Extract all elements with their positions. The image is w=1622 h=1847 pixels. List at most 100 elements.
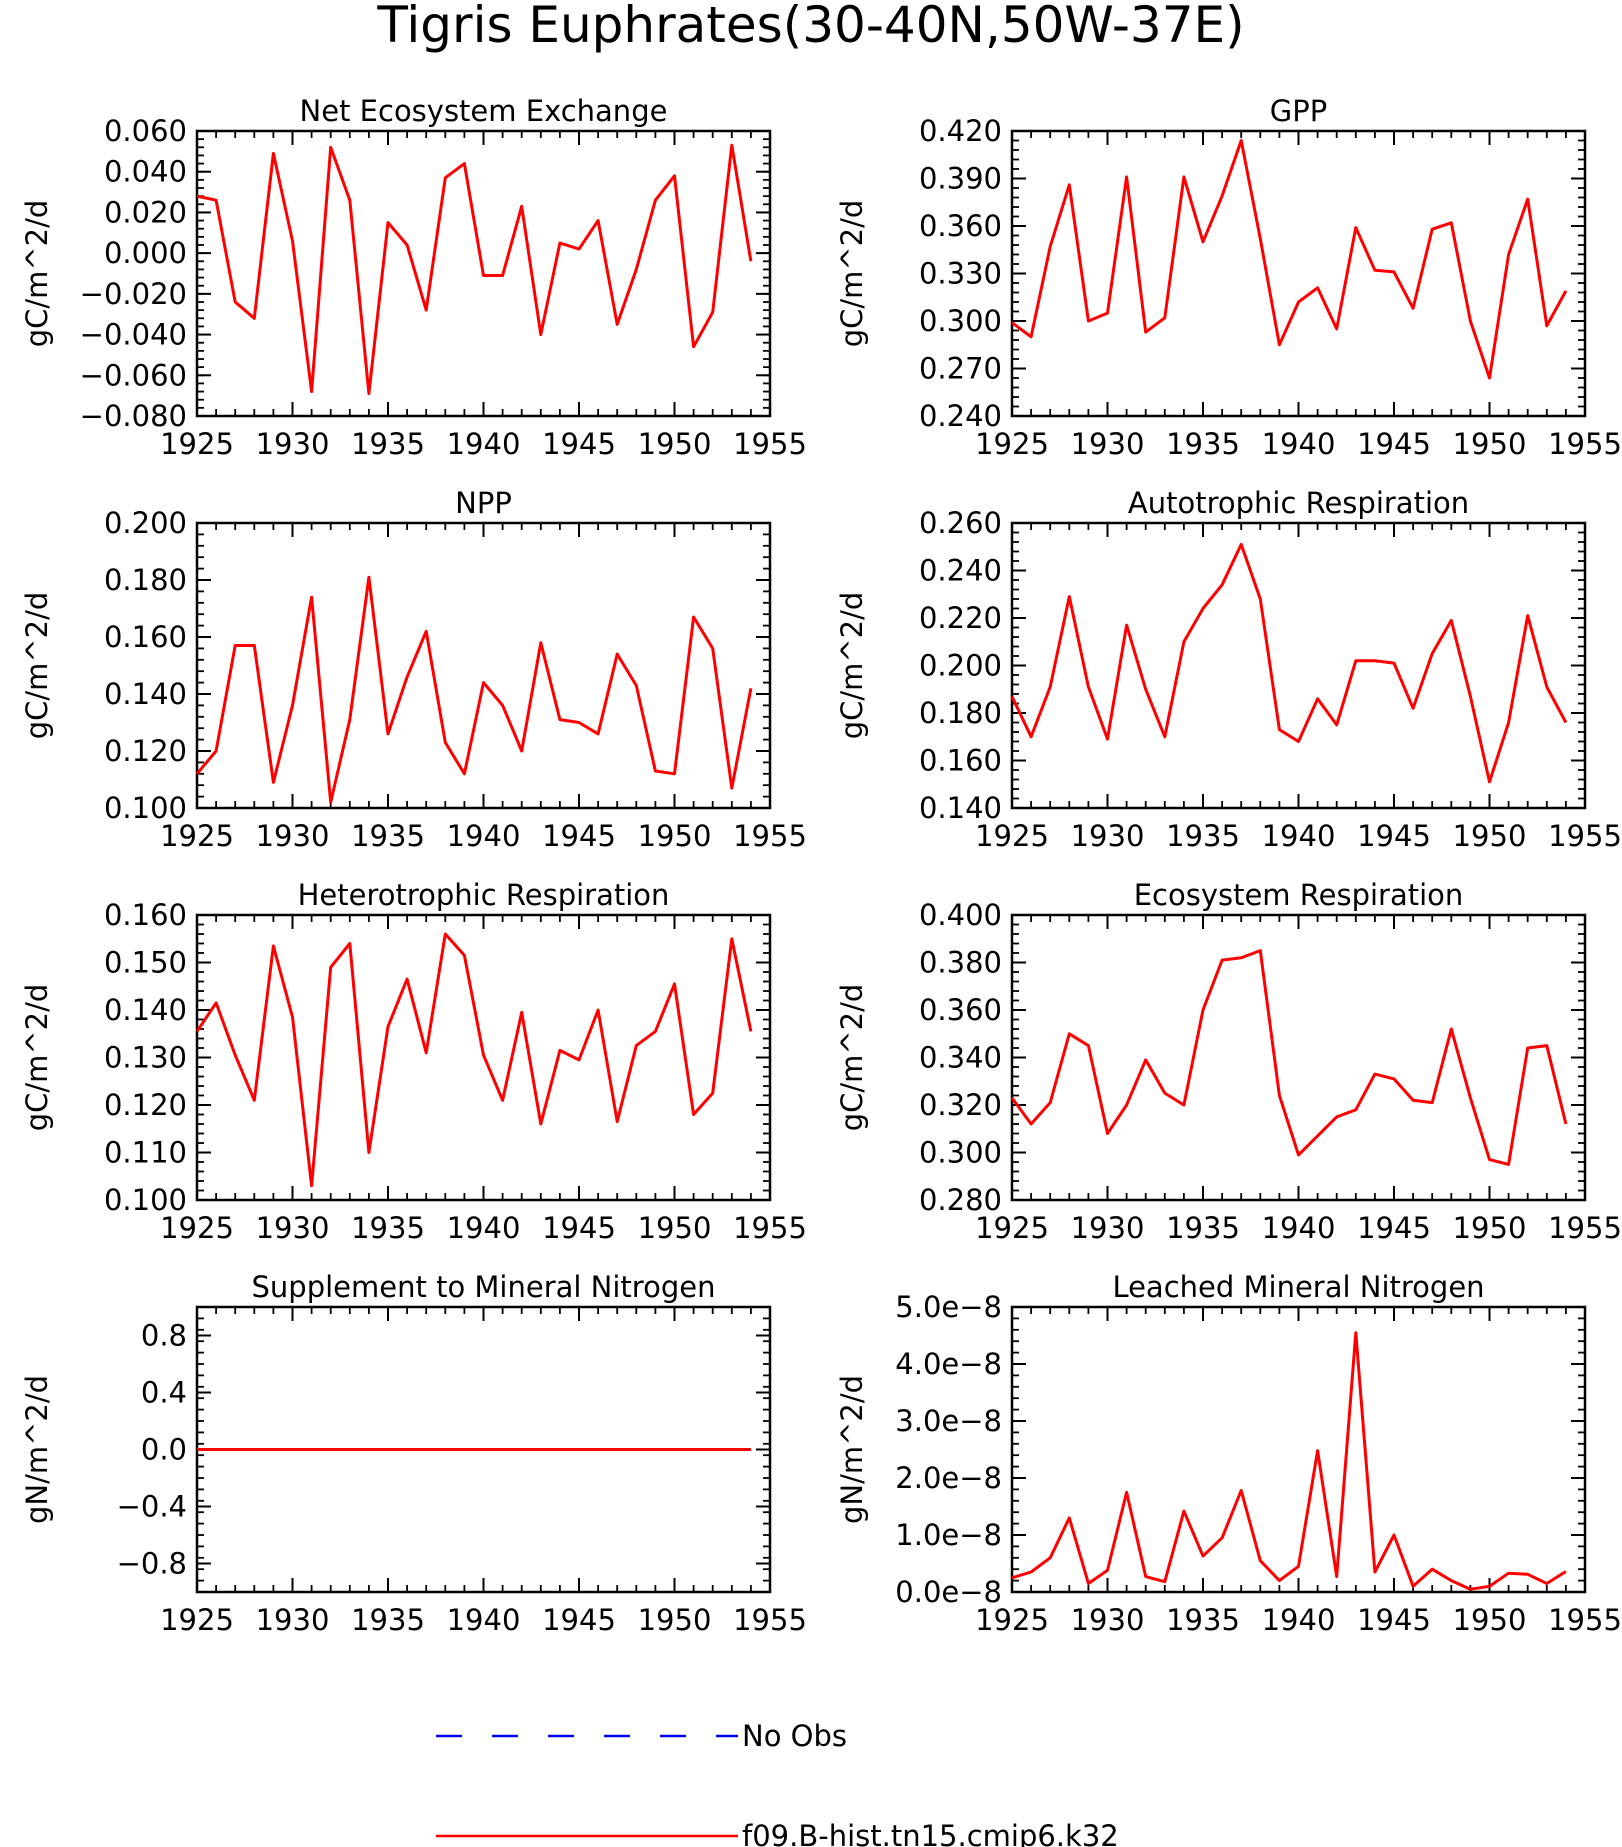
legend-label: f09.B-hist.tn15.cmip6.k32 (742, 1819, 1119, 1847)
x-tick-label: 1930 (256, 819, 330, 853)
x-tick-label: 1945 (542, 819, 616, 853)
y-tick-label: 0.360 (919, 993, 1002, 1027)
x-tick-label: 1950 (638, 819, 712, 853)
y-tick-label: 0.160 (104, 898, 187, 932)
series-line (1011, 139, 1568, 380)
y-tick-label: 0.180 (919, 696, 1002, 730)
x-tick-label: 1955 (733, 427, 807, 461)
chart-panel: Autotrophic Respiration gC/m^2/d 1925 1930 1… (835, 486, 1622, 853)
y-tick-label: 0.110 (104, 1136, 187, 1170)
panel-title: Net Ecosystem Exchange (300, 94, 668, 128)
x-tick-label: 1925 (160, 1603, 234, 1637)
x-tick-label: 1945 (542, 1603, 616, 1637)
legend-entry: No Obs (436, 1719, 847, 1753)
panel-title: GPP (1270, 94, 1327, 128)
panel-title: NPP (455, 486, 512, 520)
x-tick-label: 1955 (1548, 427, 1622, 461)
x-tick-label: 1945 (542, 1211, 616, 1245)
x-tick-label: 1950 (638, 427, 712, 461)
panel-title: Supplement to Mineral Nitrogen (252, 1270, 716, 1304)
y-tick-label: 0.400 (919, 898, 1002, 932)
panel-title: Autotrophic Respiration (1128, 486, 1469, 520)
chart-panel: Supplement to Mineral Nitrogen gN/m^2/d 19… (20, 1270, 807, 1637)
y-tick-label: 2.0e−8 (895, 1461, 1002, 1495)
chart-panel: Leached Mineral Nitrogen gN/m^2/d 1925 1930… (835, 1270, 1622, 1637)
x-tick-label: 1950 (638, 1211, 712, 1245)
x-tick-label: 1940 (1262, 1211, 1336, 1245)
y-tick-label: −0.080 (80, 399, 187, 433)
y-tick-label: 5.0e−8 (895, 1290, 1002, 1324)
x-tick-label: 1925 (160, 1211, 234, 1245)
y-tick-label: 0.160 (104, 620, 187, 654)
y-tick-label: 0.260 (919, 506, 1002, 540)
x-tick-label: 1925 (160, 427, 234, 461)
x-tick-label: 1955 (733, 1603, 807, 1637)
y-tick-label: 0.340 (919, 1041, 1002, 1075)
panel-title: Heterotrophic Respiration (298, 878, 670, 912)
y-tick-label: 0.100 (104, 791, 187, 825)
y-tick-label: 0.360 (919, 209, 1002, 243)
x-tick-label: 1945 (1357, 1211, 1431, 1245)
y-axis-label: gC/m^2/d (835, 984, 869, 1132)
x-tick-label: 1940 (447, 1603, 521, 1637)
x-tick-label: 1950 (1453, 819, 1527, 853)
y-axis-label: gC/m^2/d (835, 592, 869, 740)
x-tick-label: 1950 (1453, 1603, 1527, 1637)
x-tick-label: 1935 (351, 1211, 425, 1245)
x-tick-label: 1925 (975, 1603, 1049, 1637)
x-tick-label: 1940 (1262, 1603, 1336, 1637)
x-tick-label: 1935 (1166, 1211, 1240, 1245)
y-tick-label: 0.0e−8 (895, 1575, 1002, 1609)
series-line (195, 932, 753, 1188)
x-tick-label: 1935 (351, 1603, 425, 1637)
y-tick-label: −0.060 (80, 358, 187, 392)
y-tick-label: 0.0 (141, 1433, 187, 1467)
x-tick-label: 1930 (1071, 1211, 1145, 1245)
y-tick-label: 0.060 (104, 114, 187, 148)
x-tick-label: 1930 (256, 1211, 330, 1245)
plot-frame (195, 521, 772, 810)
y-tick-label: 0.160 (919, 744, 1002, 778)
series-line (196, 143, 753, 396)
y-tick-label: 0.140 (104, 677, 187, 711)
y-tick-label: 0.040 (104, 155, 187, 189)
x-tick-label: 1930 (1071, 427, 1145, 461)
y-tick-label: 0.420 (919, 114, 1002, 148)
y-tick-label: −0.8 (117, 1547, 187, 1581)
x-tick-label: 1945 (542, 427, 616, 461)
x-tick-label: 1955 (1548, 1211, 1622, 1245)
y-tick-label: 0.120 (104, 734, 187, 768)
x-tick-label: 1930 (1071, 819, 1145, 853)
chart-panel: Net Ecosystem Exchange gC/m^2/d 1925 1930 19… (20, 94, 807, 461)
y-tick-label: 0.150 (104, 946, 187, 980)
chart-panel: NPP gC/m^2/d 1925 1930 1935 1940 1945 1950 1955 0… (20, 486, 807, 853)
y-axis-label: gC/m^2/d (835, 200, 869, 348)
y-tick-label: 0.220 (919, 601, 1002, 635)
y-tick-label: −0.020 (80, 277, 187, 311)
panel-title: Ecosystem Respiration (1134, 878, 1464, 912)
y-tick-label: 1.0e−8 (895, 1518, 1002, 1552)
x-tick-label: 1930 (1071, 1603, 1145, 1637)
x-tick-label: 1940 (447, 427, 521, 461)
x-tick-label: 1925 (975, 427, 1049, 461)
y-axis-label: gC/m^2/d (20, 984, 54, 1132)
series-line (1010, 542, 1568, 784)
x-tick-label: 1950 (638, 1603, 712, 1637)
x-tick-label: 1940 (1262, 819, 1336, 853)
y-tick-label: −0.040 (80, 318, 187, 352)
y-tick-label: 0.280 (919, 1183, 1002, 1217)
y-tick-label: 0.240 (919, 554, 1002, 588)
y-axis-label: gC/m^2/d (20, 200, 54, 348)
x-tick-label: 1935 (1166, 427, 1240, 461)
y-tick-label: 4.0e−8 (895, 1347, 1002, 1381)
x-tick-label: 1925 (160, 819, 234, 853)
legend-entry: f09.B-hist.tn15.cmip6.k32 (436, 1819, 1119, 1847)
x-tick-label: 1955 (733, 1211, 807, 1245)
legend-label: No Obs (742, 1719, 847, 1753)
y-tick-label: 0.300 (919, 304, 1002, 338)
y-tick-label: 0.320 (919, 1088, 1002, 1122)
plot-frame (1010, 129, 1587, 418)
y-tick-label: 0.000 (104, 236, 187, 270)
figure-title: Tigris Euphrates(30-40N,50W-37E) (376, 0, 1244, 54)
x-tick-label: 1945 (1357, 427, 1431, 461)
